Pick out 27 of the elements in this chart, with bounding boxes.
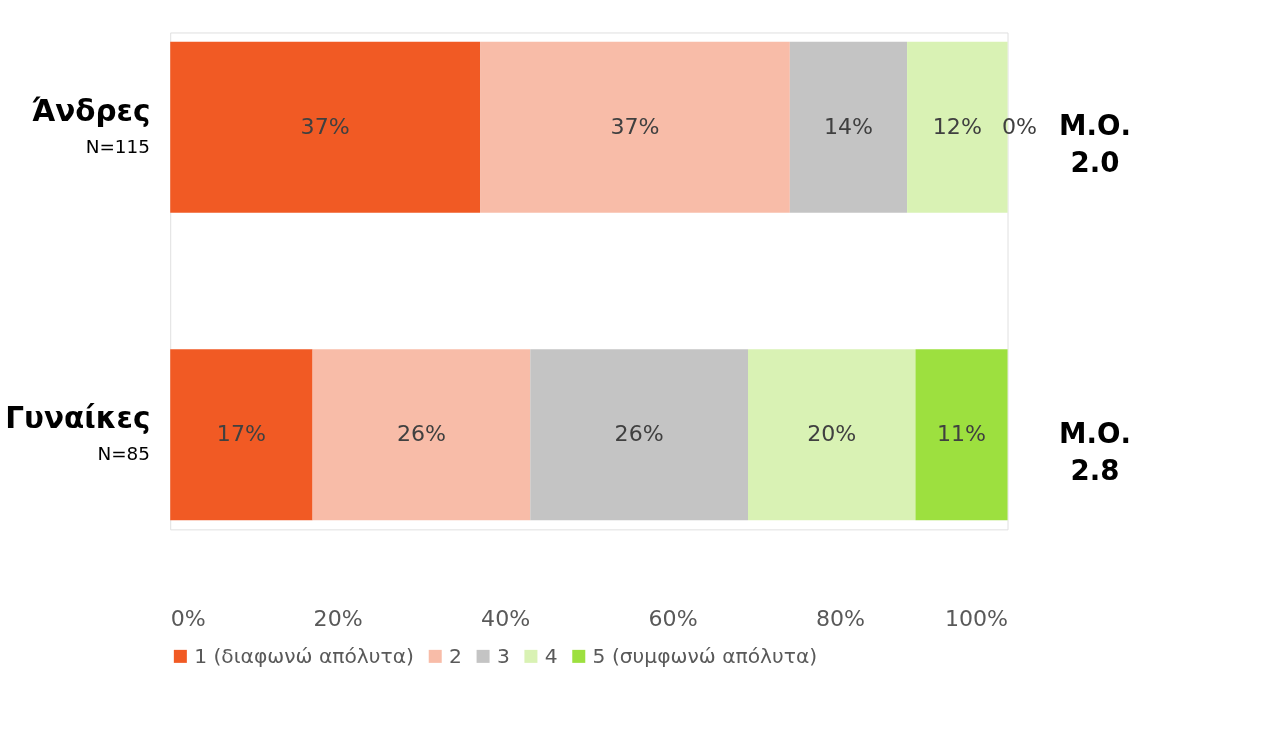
y-tick-label: Γυναίκες [5,401,151,436]
data-label: 37% [300,113,350,139]
text: N=85 [97,443,150,465]
legend-label: 2 [449,643,462,668]
text: Μ.Ο. 2.8 [1059,416,1131,487]
y-tick-label: Άνδρες [31,93,151,128]
legend-label: 5 (συμφωνώ απόλυτα) [592,643,818,668]
x-tick-label: 80% [816,605,866,631]
data-label: 37% [610,113,660,139]
data-label: 17% [216,421,266,447]
x-tick-label: 60% [648,605,698,631]
legend-label: 4 [544,643,558,668]
x-tick-label: 0% [170,605,206,631]
x-tick-label: 100% [944,605,1009,631]
text: Μ.Ο. 2.0 [1059,109,1131,180]
data-label: 12% [932,113,982,139]
data-label: 20% [807,421,857,447]
legend-label: 3 [496,643,510,668]
x-tick-label: 20% [313,605,363,631]
x-tick-label: 40% [481,605,531,631]
data-label: 14% [823,113,873,139]
data-label: 26% [396,421,446,447]
legend-label: 1 (διαφωνώ απόλυτα) [194,643,414,668]
text: N=115 [85,135,150,157]
data-label: 26% [614,421,664,447]
data-label: 0% [1002,113,1038,139]
data-label: 11% [936,421,987,447]
